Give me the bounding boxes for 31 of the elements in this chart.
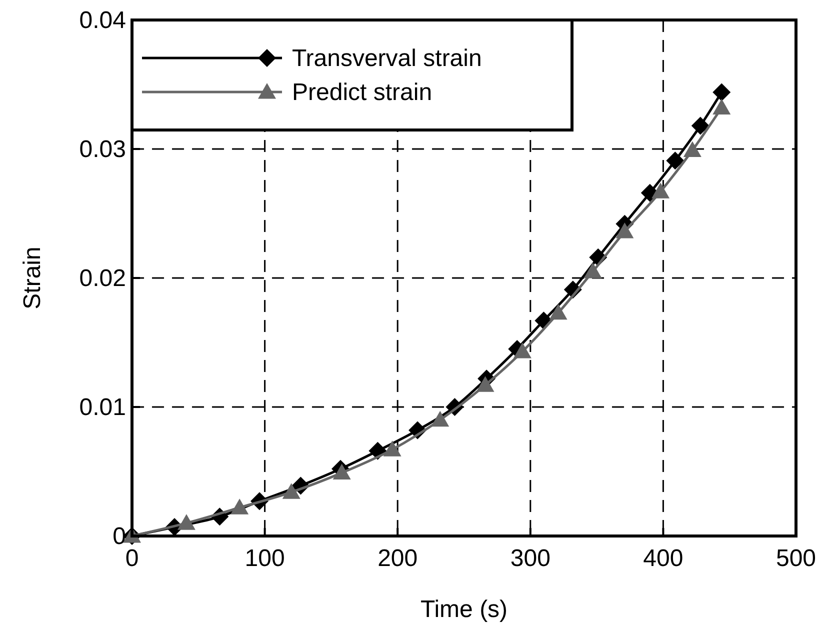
x-tick-label: 400 [643, 545, 684, 572]
point [332, 464, 351, 480]
point [584, 262, 602, 278]
y-tick-label: 0.01 [79, 394, 126, 421]
x-tick-label: 100 [244, 545, 285, 572]
legend-label: Predict strain [292, 79, 432, 106]
point [691, 116, 710, 135]
x-tick-label: 200 [378, 545, 418, 572]
point [666, 152, 684, 170]
x-tick-label: 500 [776, 545, 816, 572]
point [513, 342, 532, 358]
x-axis-title: Time (s) [420, 596, 508, 623]
point [230, 498, 249, 514]
point [177, 514, 196, 530]
y-axis-title: Strain [19, 246, 46, 310]
y-tick-label: 0.04 [79, 7, 126, 34]
point [431, 410, 450, 427]
point [616, 222, 634, 238]
point [652, 182, 670, 198]
y-tick-label: 0.03 [79, 136, 126, 163]
y-tick-label: 0 [112, 523, 126, 550]
point [282, 483, 300, 499]
legend-label: Transverval strain [292, 45, 482, 72]
point [549, 304, 568, 320]
y-tick-label: 0.02 [79, 265, 126, 292]
point [476, 376, 494, 392]
point [383, 440, 402, 456]
point [712, 83, 731, 102]
x-tick-label: 300 [510, 545, 550, 572]
point [712, 98, 731, 114]
point [683, 141, 702, 158]
